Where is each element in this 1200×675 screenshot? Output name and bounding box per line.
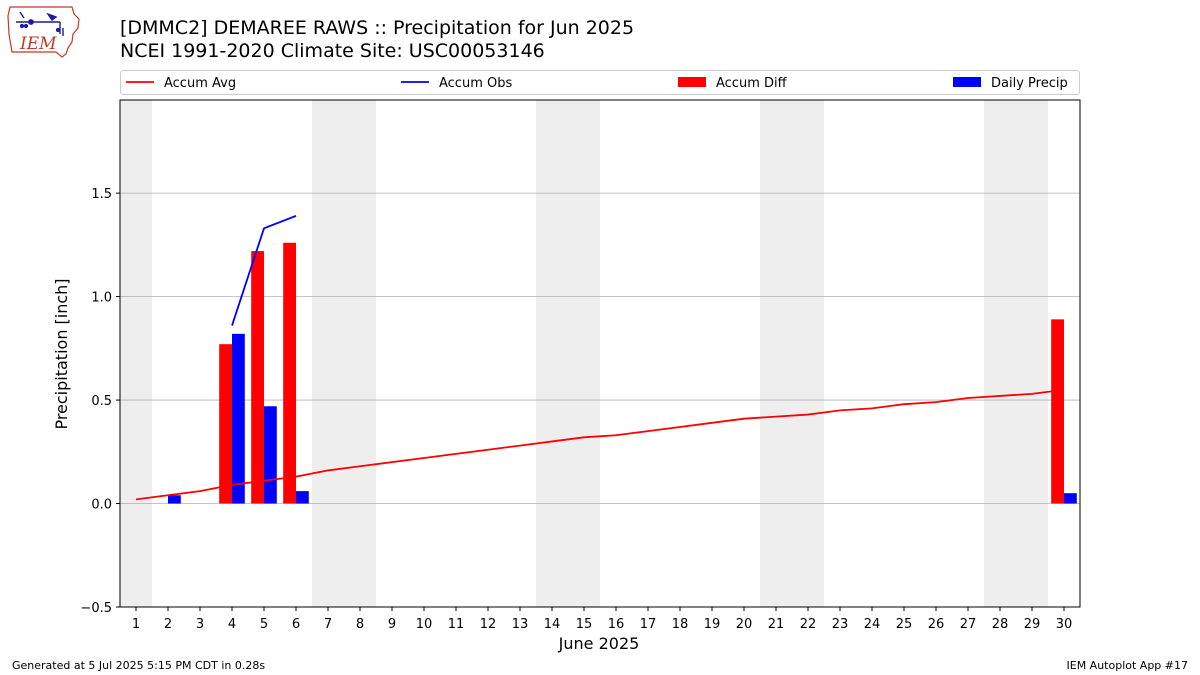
weekend-shade-day-28 [984, 100, 1016, 607]
x-tick-label: 3 [196, 617, 204, 632]
legend-label-accum-avg: Accum Avg [164, 76, 236, 91]
daily-precip-bar-day-5 [264, 406, 277, 504]
accum-diff-bar-day-6 [283, 242, 296, 504]
y-tick-label: −0.5 [80, 601, 112, 616]
x-tick-label: 8 [356, 617, 364, 632]
iowa-state-outline [7, 6, 80, 58]
legend-label-daily-precip: Daily Precip [991, 76, 1068, 91]
weekend-shade-day-22 [792, 100, 824, 607]
x-tick-label: 12 [480, 617, 497, 632]
legend-label-accum-obs: Accum Obs [439, 76, 512, 91]
x-tick-label: 24 [864, 617, 881, 632]
accum-diff-bar-day-5 [251, 251, 264, 504]
y-tick-label: 0.5 [91, 394, 112, 409]
plot-area-frame [119, 99, 1081, 608]
accum-avg-line [135, 388, 1065, 501]
x-tick-label: 26 [928, 617, 945, 632]
x-tick-label: 5 [260, 617, 268, 632]
x-tick-label: 20 [736, 617, 753, 632]
x-tick-label: 7 [324, 617, 332, 632]
generated-timestamp: Generated at 5 Jul 2025 5:15 PM CDT in 0… [12, 659, 266, 672]
weekend-shade-day-21 [760, 100, 792, 607]
weekend-shade-day-1 [120, 100, 152, 607]
x-tick-label: 11 [448, 617, 465, 632]
daily-precip-bar-day-4 [232, 333, 245, 504]
iem-logo-text: IEM [19, 34, 57, 54]
legend-label-accum-diff: Accum Diff [716, 76, 788, 91]
y-tick-label: 1.5 [91, 187, 112, 202]
x-tick-label: 2 [164, 617, 172, 632]
autoplot-app-label: IEM Autoplot App #17 [1066, 659, 1189, 672]
x-tick-label: 4 [228, 617, 236, 632]
x-tick-label: 16 [608, 617, 625, 632]
chart-legend: Accum Avg Accum Obs Accum Diff Daily Precip [120, 70, 1080, 95]
x-tick-label: 15 [576, 617, 593, 632]
x-tick-label: 23 [832, 617, 849, 632]
weekend-shade-day-14 [536, 100, 568, 607]
weekend-shade-day-15 [568, 100, 600, 607]
x-tick-label: 17 [640, 617, 657, 632]
x-axis-label: June 2025 [558, 634, 640, 653]
x-tick-label: 14 [544, 617, 561, 632]
daily-precip-bar-day-6 [296, 491, 309, 504]
daily-precip-bar-day-2 [168, 495, 181, 504]
y-axis-label: Precipitation [inch] [52, 278, 71, 429]
x-tick-label: 1 [132, 617, 140, 632]
accum-diff-bar-day-4 [219, 344, 232, 504]
legend-swatch-daily-precip [953, 77, 981, 87]
y-tick-label: 1.0 [91, 291, 112, 306]
chart-subtitle: NCEI 1991-2020 Climate Site: USC00053146 [120, 40, 545, 62]
daily-precip-bar-day-30 [1064, 493, 1077, 504]
x-tick-label: 25 [896, 617, 913, 632]
weather-symbols-icon [16, 11, 64, 36]
accum-obs-line [231, 215, 297, 326]
x-tick-label: 10 [416, 617, 433, 632]
x-tick-label: 6 [292, 617, 300, 632]
legend-swatch-accum-diff [678, 77, 706, 87]
legend-frame [120, 70, 1080, 95]
x-tick-label: 18 [672, 617, 689, 632]
x-tick-label: 21 [768, 617, 785, 632]
y-tick-label: 0.0 [91, 498, 112, 513]
x-tick-label: 22 [800, 617, 817, 632]
chart-title: [DMMC2] DEMAREE RAWS :: Precipitation fo… [120, 17, 635, 39]
weekend-shade-day-29 [1016, 100, 1048, 607]
x-tick-label: 13 [512, 617, 529, 632]
weekend-shade-day-7 [312, 100, 344, 607]
x-tick-label: 9 [388, 617, 396, 632]
x-tick-label: 29 [1024, 617, 1041, 632]
x-tick-label: 30 [1056, 617, 1073, 632]
accum-diff-bar-day-30 [1051, 319, 1064, 504]
weekend-shade-day-8 [344, 100, 376, 607]
iem-logo: IEM [7, 6, 80, 58]
x-tick-label: 27 [960, 617, 977, 632]
x-tick-label: 19 [704, 617, 721, 632]
x-tick-label: 28 [992, 617, 1009, 632]
